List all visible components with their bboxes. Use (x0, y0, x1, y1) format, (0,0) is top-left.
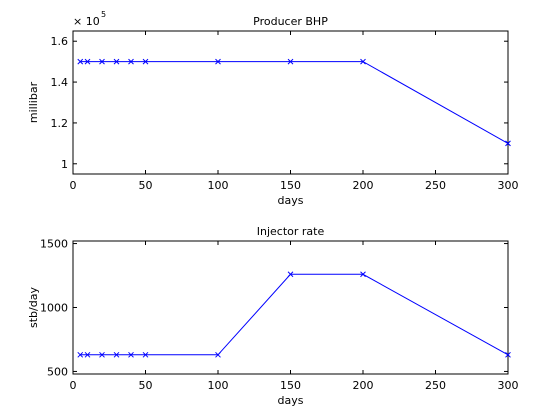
injector-y-label: stb/day (27, 287, 40, 328)
injector-x-label: days (278, 394, 304, 407)
injector-y-tick-label: 1000 (40, 302, 68, 315)
injector-title: Injector rate (257, 225, 325, 238)
bhp-data-point (77, 58, 84, 65)
injector-x-tick-label: 250 (425, 379, 446, 392)
bhp-x-label: days (278, 194, 304, 207)
injector-data-point (77, 351, 84, 358)
bhp-data-point (128, 58, 134, 65)
injector-series-line (80, 273, 509, 356)
injector-data-point (505, 351, 511, 358)
injector-data-point (84, 351, 91, 358)
injector-x-tick-label: 0 (70, 379, 77, 392)
injector-x-tick-label: 100 (208, 379, 229, 392)
bhp-x-tick-label: 50 (139, 179, 153, 192)
injector-data-point (287, 271, 294, 278)
bhp-y-tick-label: 1.6 (51, 35, 69, 48)
injector-data-point (215, 351, 221, 358)
bhp-y-tick-label: 1.2 (51, 117, 69, 130)
bhp-data-point (505, 140, 511, 147)
bhp-x-tick-label: 250 (425, 179, 446, 192)
bhp-x-tick-label: 300 (498, 179, 519, 192)
bhp-data-point (360, 58, 366, 65)
bhp-y-exponent-base: × 10 (73, 15, 100, 28)
bhp-series-line (80, 61, 509, 144)
injector-x-tick-label: 150 (280, 379, 301, 392)
injector-axes-box (72, 240, 509, 375)
bhp-x-tick-label: 150 (280, 179, 301, 192)
bhp-title: Producer BHP (253, 15, 328, 28)
injector-data-point (113, 351, 120, 358)
injector-rate-plot: 0 50 100 150 200 250 300 500 1000 1500 Injector ra… (27, 225, 519, 407)
bhp-y-tick-label: 1 (61, 158, 68, 171)
producer-bhp-plot: 0 50 100 150 200 250 300 1 1.2 1.4 1.6 Producer BHP… (27, 10, 519, 207)
injector-data-point (360, 271, 366, 278)
bhp-x-tick-label: 0 (70, 179, 77, 192)
bhp-data-point (215, 58, 221, 65)
injector-x-tick-label: 300 (498, 379, 519, 392)
bhp-x-tick-label: 200 (353, 179, 374, 192)
bhp-x-tick-label: 100 (208, 179, 229, 192)
bhp-data-point (113, 58, 120, 65)
injector-y-tick-label: 500 (47, 365, 68, 378)
injector-data-point (142, 351, 149, 358)
bhp-y-label: millibar (27, 81, 40, 123)
injector-x-tick-label: 50 (139, 379, 153, 392)
bhp-data-point (142, 58, 149, 65)
injector-y-tick-label: 1500 (40, 238, 68, 251)
bhp-y-tick-label: 1.4 (51, 76, 69, 89)
injector-data-point (128, 351, 134, 358)
bhp-data-point (84, 58, 91, 65)
bhp-data-point (99, 58, 105, 65)
bhp-axes-box (72, 30, 509, 175)
bhp-y-exponent-power: 5 (101, 10, 106, 19)
bhp-data-point (287, 58, 294, 65)
injector-data-point (99, 351, 105, 358)
injector-x-tick-label: 200 (353, 379, 374, 392)
